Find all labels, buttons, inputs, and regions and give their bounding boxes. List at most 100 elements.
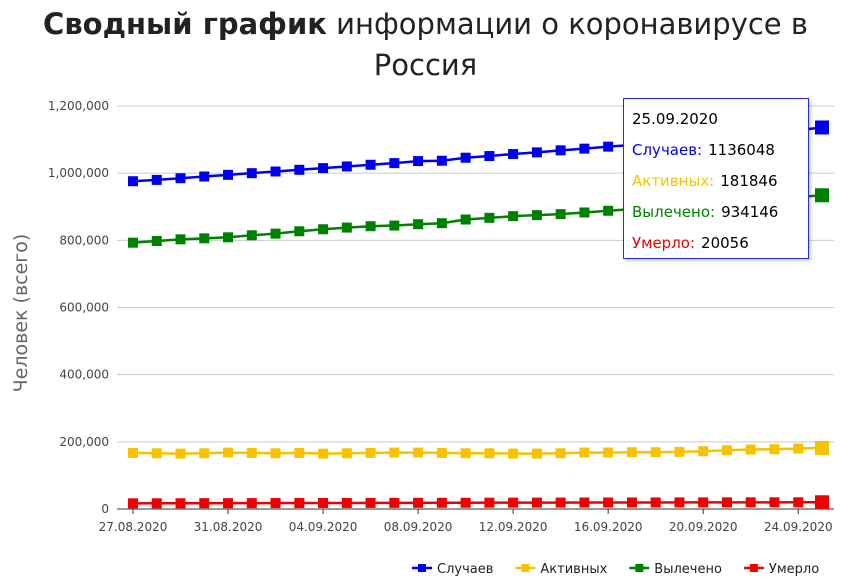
data-point[interactable]: [175, 498, 186, 509]
data-point[interactable]: [484, 448, 495, 459]
data-point[interactable]: [223, 447, 234, 458]
data-point[interactable]: [246, 498, 257, 509]
data-point[interactable]: [128, 447, 138, 458]
legend-item-0[interactable]: Случаев: [412, 562, 493, 577]
data-point[interactable]: [294, 447, 305, 458]
data-point[interactable]: [270, 448, 281, 459]
data-point[interactable]: [815, 188, 829, 203]
data-point[interactable]: [815, 495, 829, 510]
data-point[interactable]: [484, 212, 495, 223]
data-point[interactable]: [294, 498, 305, 509]
data-point[interactable]: [175, 234, 186, 245]
data-point[interactable]: [555, 497, 566, 508]
data-point[interactable]: [626, 447, 637, 458]
data-point[interactable]: [270, 166, 281, 177]
data-point[interactable]: [436, 155, 447, 166]
data-point[interactable]: [484, 497, 495, 508]
data-point[interactable]: [294, 164, 305, 175]
data-point[interactable]: [270, 498, 281, 509]
data-point[interactable]: [460, 152, 471, 163]
data-point[interactable]: [460, 497, 471, 508]
data-point[interactable]: [603, 447, 614, 458]
data-point[interactable]: [389, 220, 400, 231]
data-point[interactable]: [508, 211, 519, 222]
data-point[interactable]: [199, 233, 210, 244]
data-point[interactable]: [318, 224, 329, 235]
data-point[interactable]: [246, 447, 257, 458]
data-point[interactable]: [175, 448, 186, 459]
data-point[interactable]: [294, 226, 305, 237]
data-point[interactable]: [721, 445, 732, 456]
data-point[interactable]: [413, 447, 424, 458]
data-point[interactable]: [769, 444, 780, 455]
data-point[interactable]: [389, 158, 400, 169]
data-point[interactable]: [151, 448, 162, 459]
data-point[interactable]: [365, 497, 376, 508]
data-point[interactable]: [175, 173, 186, 184]
data-point[interactable]: [626, 497, 637, 508]
data-point[interactable]: [389, 497, 400, 508]
data-point[interactable]: [555, 145, 566, 156]
data-point[interactable]: [365, 447, 376, 458]
data-point[interactable]: [246, 168, 257, 179]
data-point[interactable]: [341, 497, 352, 508]
data-point[interactable]: [460, 214, 471, 225]
data-point[interactable]: [579, 143, 590, 154]
data-point[interactable]: [508, 149, 519, 160]
data-point[interactable]: [603, 205, 614, 216]
data-point[interactable]: [246, 230, 257, 241]
data-point[interactable]: [579, 447, 590, 458]
data-point[interactable]: [555, 448, 566, 459]
data-point[interactable]: [341, 448, 352, 459]
data-point[interactable]: [413, 156, 424, 167]
data-point[interactable]: [460, 448, 471, 459]
data-point[interactable]: [318, 448, 329, 459]
data-point[interactable]: [223, 169, 234, 180]
data-point[interactable]: [199, 448, 210, 459]
data-point[interactable]: [151, 174, 162, 185]
data-point[interactable]: [531, 147, 542, 158]
data-point[interactable]: [745, 497, 756, 508]
data-point[interactable]: [508, 497, 519, 508]
data-point[interactable]: [270, 228, 281, 239]
data-point[interactable]: [815, 440, 829, 455]
data-point[interactable]: [413, 219, 424, 230]
data-point[interactable]: [128, 498, 138, 509]
data-point[interactable]: [555, 209, 566, 220]
data-point[interactable]: [341, 161, 352, 172]
data-point[interactable]: [318, 497, 329, 508]
data-point[interactable]: [389, 447, 400, 458]
data-point[interactable]: [769, 497, 780, 508]
data-point[interactable]: [318, 163, 329, 174]
data-point[interactable]: [436, 447, 447, 458]
data-point[interactable]: [223, 498, 234, 509]
data-point[interactable]: [650, 497, 661, 508]
data-point[interactable]: [674, 497, 685, 508]
data-point[interactable]: [531, 210, 542, 221]
data-point[interactable]: [793, 497, 804, 508]
data-point[interactable]: [508, 448, 519, 459]
data-point[interactable]: [579, 207, 590, 218]
data-point[interactable]: [365, 221, 376, 232]
data-point[interactable]: [603, 497, 614, 508]
data-point[interactable]: [128, 237, 138, 248]
data-point[interactable]: [151, 236, 162, 247]
data-point[interactable]: [341, 222, 352, 233]
data-point[interactable]: [815, 120, 829, 135]
data-point[interactable]: [199, 498, 210, 509]
legend-item-3[interactable]: Умерло: [743, 562, 819, 577]
data-point[interactable]: [413, 497, 424, 508]
data-point[interactable]: [650, 447, 661, 458]
data-point[interactable]: [436, 218, 447, 229]
data-point[interactable]: [199, 171, 210, 182]
data-point[interactable]: [603, 141, 614, 152]
data-point[interactable]: [793, 443, 804, 454]
data-point[interactable]: [365, 159, 376, 170]
data-point[interactable]: [721, 497, 732, 508]
data-point[interactable]: [531, 497, 542, 508]
legend-item-2[interactable]: Вылечено: [629, 562, 722, 577]
data-point[interactable]: [151, 498, 162, 509]
data-point[interactable]: [531, 448, 542, 459]
data-point[interactable]: [745, 444, 756, 455]
data-point[interactable]: [436, 497, 447, 508]
